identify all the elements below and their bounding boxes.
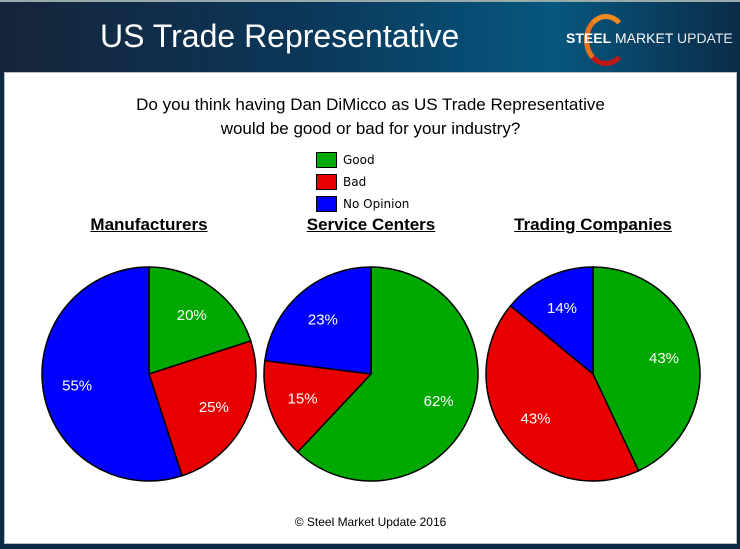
legend-label: No Opinion	[343, 197, 410, 211]
legend: Good Bad No Opinion	[316, 149, 409, 215]
data-label: 43%	[649, 350, 679, 367]
header-bar: US Trade Representative STEEL MARKET UPD…	[0, 0, 740, 74]
chart-title-trading-companies: Trading Companies	[514, 215, 672, 234]
chart-title-service-centers: Service Centers	[306, 215, 436, 234]
pie-charts: 20% 25% 55% 62% 15% 23% 43% 43% 14%	[41, 266, 701, 482]
pie-slice-good	[296, 266, 479, 482]
data-label: 15%	[288, 391, 318, 408]
pie-slice-bad	[148, 339, 257, 477]
pie-slice-no-opinion	[41, 266, 184, 482]
legend-swatch	[316, 196, 337, 212]
question: Do you think having Dan DiMicco as US Tr…	[5, 93, 736, 141]
logo-bold: STEEL	[566, 30, 612, 46]
chart-title-manufacturers: Manufacturers	[90, 215, 208, 234]
logo-light: UPDATE	[673, 30, 733, 46]
legend-item-bad: Bad	[316, 171, 409, 193]
pie-slice-bad	[263, 359, 373, 454]
legend-item-good: Good	[316, 149, 409, 171]
question-line-2: would be good or bad for your industry?	[220, 119, 521, 138]
data-label: 43%	[520, 411, 550, 428]
legend-swatch	[316, 174, 337, 190]
data-label: 55%	[62, 377, 92, 394]
data-label: 62%	[424, 393, 454, 410]
pie-slice-good	[148, 266, 252, 376]
logo-ring-icon	[584, 14, 628, 66]
legend-swatch	[316, 152, 337, 168]
legend-item-no-opinion: No Opinion	[316, 193, 409, 215]
chart-panel: Do you think having Dan DiMicco as US Tr…	[4, 72, 737, 544]
pie-slice-no-opinion	[264, 266, 372, 375]
pie-slice-bad	[485, 304, 640, 482]
data-label: 14%	[547, 300, 577, 317]
logo-mid: MARKET	[611, 30, 674, 46]
data-label: 25%	[199, 399, 229, 416]
pie-slice-good	[592, 266, 701, 472]
steel-market-update-logo: STEEL MARKET UPDATE	[566, 12, 736, 67]
legend-label: Good	[343, 153, 375, 167]
data-label: 23%	[308, 311, 338, 328]
data-label: 20%	[177, 307, 207, 324]
page-title: US Trade Representative	[100, 18, 460, 54]
legend-label: Bad	[343, 175, 367, 189]
pie-slice-no-opinion	[509, 266, 594, 376]
copyright: © Steel Market Update 2016	[294, 515, 447, 529]
question-line-1: Do you think having Dan DiMicco as US Tr…	[136, 95, 605, 114]
